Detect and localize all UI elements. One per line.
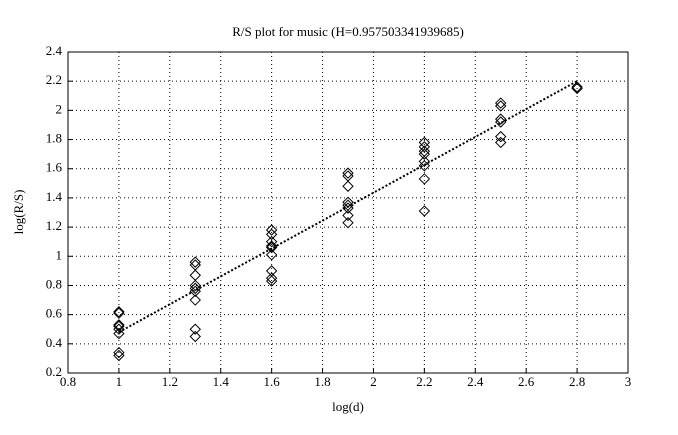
data-point: [495, 116, 507, 128]
data-point: [265, 228, 278, 241]
data-point: [189, 282, 201, 295]
data-point: [189, 259, 201, 271]
chart-title: R/S plot for music (H=0.957503341939685): [232, 24, 464, 39]
x-tick-label: 2.8: [569, 374, 585, 389]
data-point: [418, 148, 431, 160]
data-point: [418, 136, 431, 149]
x-tick-label: 2.6: [518, 374, 535, 389]
y-tick-label: 1.2: [46, 218, 62, 233]
x-tick-label: 2.4: [467, 374, 484, 389]
data-point: [189, 330, 201, 343]
data-point: [495, 130, 507, 143]
data-point: [418, 155, 431, 168]
data-point: [418, 205, 431, 217]
data-point: [418, 160, 431, 172]
x-axis-label: log(d): [332, 399, 364, 414]
data-point: [265, 275, 278, 287]
data-point: [571, 82, 583, 95]
data-point: [113, 346, 125, 359]
x-tick-label: 1.8: [314, 374, 330, 389]
data-point: [265, 272, 278, 284]
data-point: [571, 81, 583, 93]
x-tick-label: 3: [625, 374, 632, 389]
data-point: [342, 202, 354, 214]
y-tick-label: 2.4: [46, 43, 63, 58]
data-point: [418, 173, 431, 185]
data-point: [495, 97, 507, 109]
x-tick-label: 0.8: [60, 374, 76, 389]
x-tick-label: 2.2: [416, 374, 432, 389]
data-point: [265, 235, 278, 248]
data-point: [265, 265, 278, 277]
data-point: [342, 180, 354, 192]
data-point: [113, 327, 125, 340]
x-tick-label: 1.2: [162, 374, 178, 389]
x-tick-label: 1.6: [264, 374, 281, 389]
y-tick-label: 0.4: [46, 335, 63, 350]
fit-line: [118, 80, 578, 334]
data-point: [113, 349, 125, 362]
data-point: [113, 319, 125, 331]
data-point: [113, 307, 125, 319]
y-axis-label: log(R/S): [11, 190, 26, 235]
x-tick-label: 2: [370, 374, 377, 389]
data-point: [189, 294, 201, 306]
y-tick-label: 2.2: [46, 72, 62, 87]
data-point: [265, 249, 278, 261]
data-point: [265, 224, 278, 236]
data-point: [342, 167, 354, 179]
data-point: [189, 279, 201, 292]
y-tick-label: 1.8: [46, 131, 62, 146]
data-point: [418, 141, 431, 153]
data-point: [189, 269, 201, 281]
data-point: [495, 136, 507, 149]
data-point: [265, 240, 278, 252]
plot-frame: [67, 51, 629, 374]
data-point: [113, 323, 125, 335]
y-tick-label: 0.6: [46, 306, 63, 321]
data-point: [189, 323, 201, 335]
x-tick-label: 1.4: [213, 374, 230, 389]
data-point: [265, 241, 278, 254]
y-tick-label: 0.2: [46, 364, 62, 379]
x-tick-label: 1: [116, 374, 123, 389]
data-point: [342, 209, 354, 222]
y-tick-label: 1: [56, 247, 63, 262]
data-point: [342, 217, 354, 229]
data-point: [495, 113, 507, 125]
y-tick-label: 2: [56, 101, 63, 116]
y-tick-label: 0.8: [46, 276, 62, 291]
y-tick-label: 1.6: [46, 160, 63, 175]
data-point: [342, 170, 354, 182]
data-point: [495, 100, 507, 112]
data-point: [113, 306, 125, 318]
data-point: [189, 256, 201, 268]
data-point: [189, 285, 201, 297]
y-tick-label: 1.4: [46, 189, 63, 204]
